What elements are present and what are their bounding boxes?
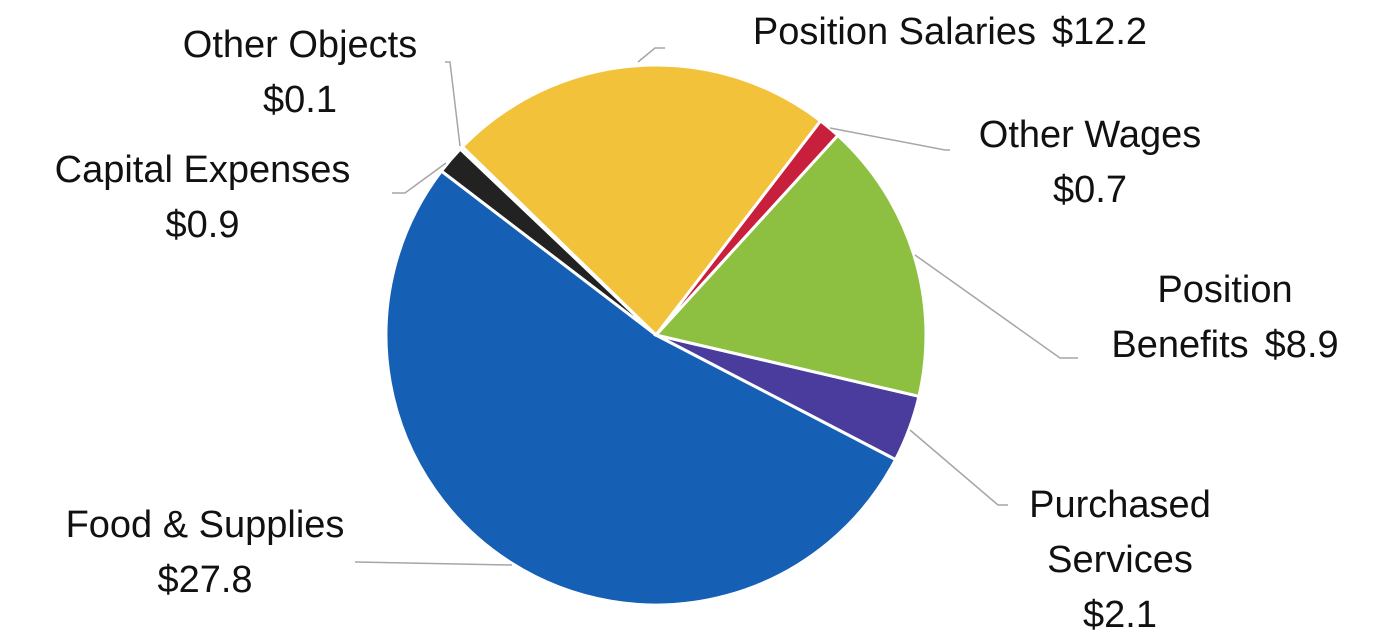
data-label: Purchased Services $2.1: [990, 478, 1250, 643]
leader-line: [829, 127, 950, 151]
leader-lines: [354, 47, 1078, 566]
value-label: $12.2: [1051, 11, 1148, 53]
category-label: Purchased Services: [1029, 484, 1211, 581]
data-label: Other Wages $0.7: [930, 108, 1250, 218]
page: (() => { const data = JSON.parse(documen…: [5, 5, 1375, 636]
category-label: Food & Supplies: [65, 504, 345, 546]
data-label: Position Benefits $8.9: [1075, 263, 1375, 373]
value-label: $0.1: [263, 79, 337, 121]
leader-line: [392, 162, 447, 194]
category-label: Capital Expenses: [54, 149, 351, 191]
value-label: $0.9: [165, 204, 240, 246]
pie-slice: [460, 63, 823, 338]
value-label: $0.7: [1053, 169, 1127, 211]
category-label: Position Benefits: [1111, 269, 1293, 366]
leader-line: [637, 47, 665, 63]
pie-slice: [653, 133, 928, 399]
data-label: Capital Expenses $0.9: [5, 143, 400, 253]
value-label: $2.1: [1083, 594, 1157, 636]
data-label: Other Objects $0.1: [140, 18, 460, 128]
leader-line: [909, 429, 1008, 506]
pie-slice: [384, 169, 898, 607]
category-label: Other Objects: [182, 24, 418, 66]
leader-line: [354, 561, 513, 566]
leader-line: [445, 61, 461, 147]
data-label: Position Salaries $12.2: [680, 5, 1220, 60]
data-label: Food & Supplies $27.8: [20, 498, 390, 608]
value-label: $27.8: [157, 559, 253, 601]
leader-line: [914, 254, 1078, 359]
category-label: Position Salaries: [752, 11, 1036, 53]
category-label: Other Wages: [978, 114, 1202, 156]
chart: [354, 47, 1078, 607]
value-label: $8.9: [1264, 324, 1339, 366]
